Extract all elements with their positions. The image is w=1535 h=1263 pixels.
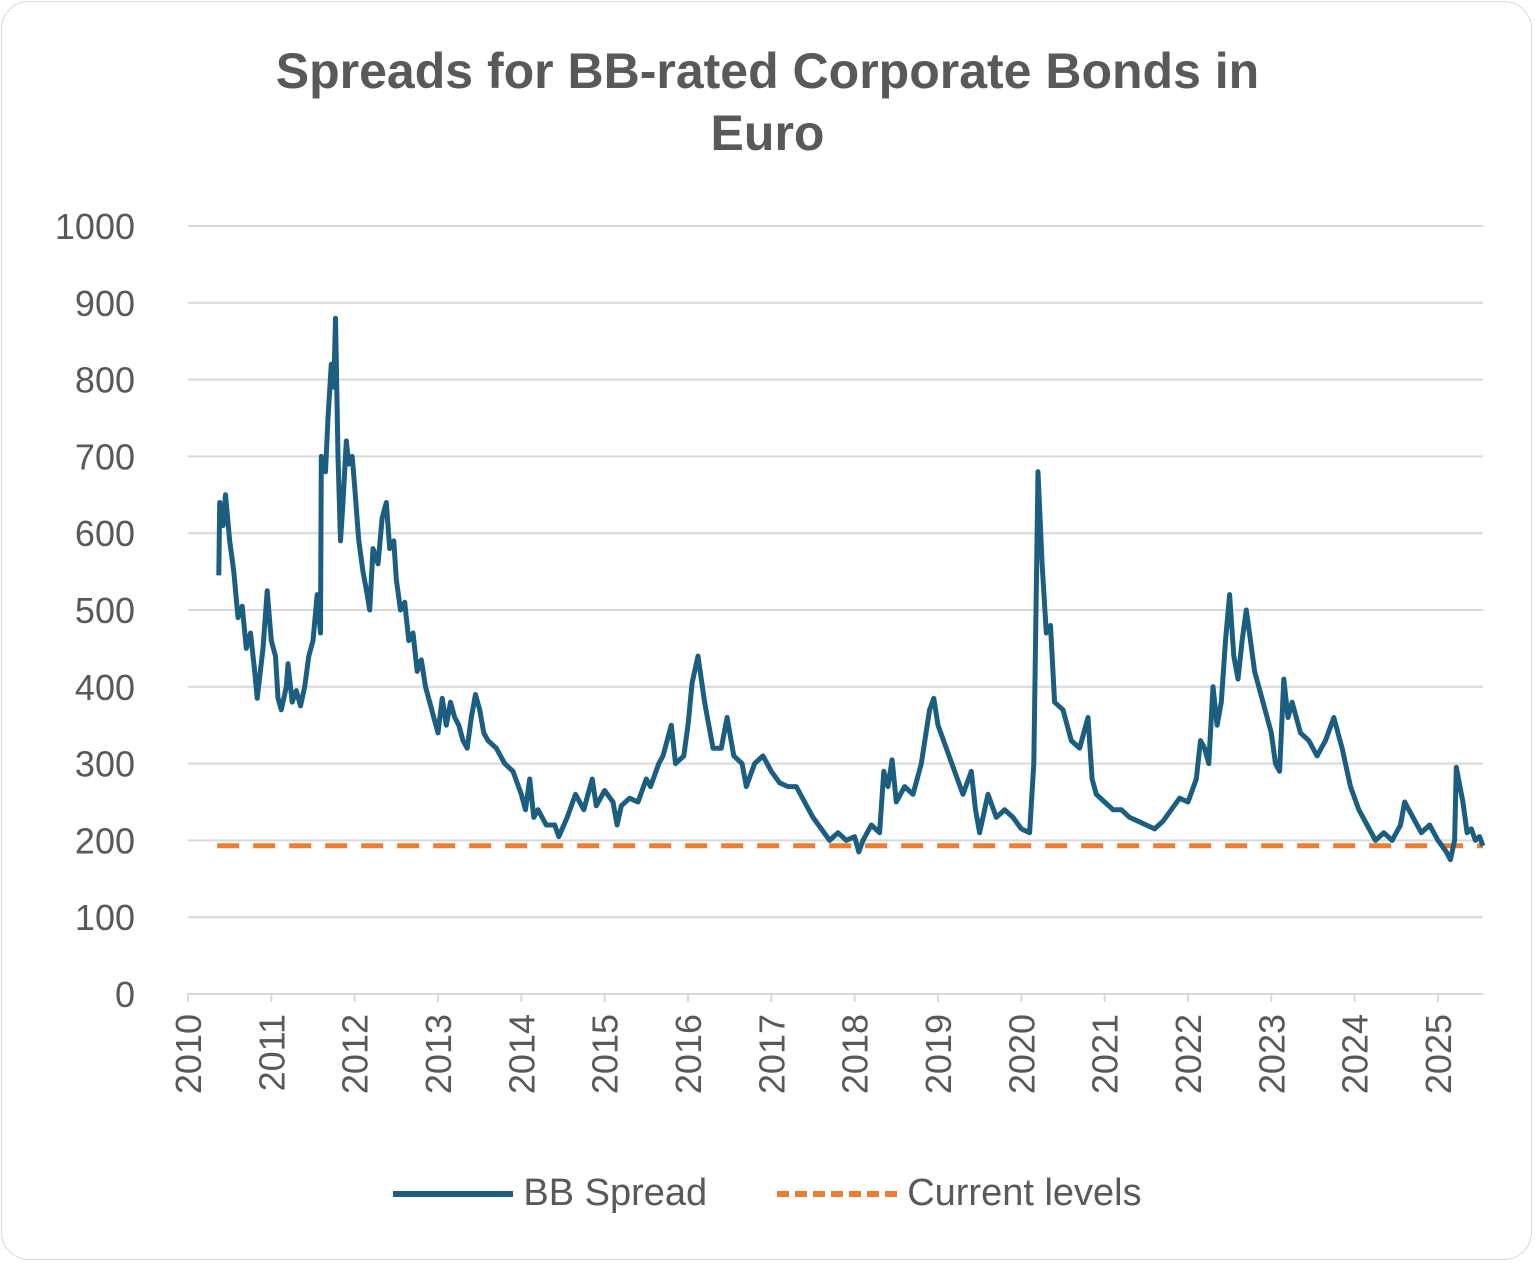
y-tick-label: 200 — [75, 820, 135, 861]
x-tick-label: 2022 — [1168, 1014, 1209, 1094]
chart-title-line-1: Spreads for BB-rated Corporate Bonds in — [275, 43, 1260, 99]
x-tick-label: 2015 — [585, 1014, 626, 1094]
y-tick-label: 700 — [75, 436, 135, 477]
x-tick-label: 2012 — [335, 1014, 376, 1094]
y-tick-label: 100 — [75, 897, 135, 938]
legend: BB Spread Current levels — [0, 1172, 1535, 1215]
x-tick-label: 2013 — [418, 1014, 459, 1094]
y-tick-label: 300 — [75, 744, 135, 785]
x-tick-label: 2018 — [835, 1014, 876, 1094]
x-tick-label: 2023 — [1251, 1014, 1292, 1094]
y-tick-label: 400 — [75, 667, 135, 708]
x-tick-label: 2010 — [168, 1014, 209, 1094]
x-tick-label: 2021 — [1085, 1014, 1126, 1094]
x-tick-label: 2019 — [918, 1014, 959, 1094]
chart-title-line-2: Euro — [710, 105, 825, 161]
legend-label-bb-spread: BB Spread — [523, 1172, 708, 1214]
y-tick-label: 800 — [75, 360, 135, 401]
x-tick-label: 2016 — [668, 1014, 709, 1094]
legend-item-bb-spread: BB Spread — [393, 1172, 707, 1215]
x-tick-label: 2020 — [1001, 1014, 1042, 1094]
x-tick-label: 2024 — [1335, 1014, 1376, 1094]
legend-item-current-levels: Current levels — [777, 1172, 1142, 1215]
x-tick-label: 2011 — [251, 1014, 292, 1091]
y-tick-label: 1000 — [55, 206, 135, 247]
y-tick-label: 500 — [75, 590, 135, 631]
y-tick-label: 0 — [115, 974, 135, 1015]
bb-spread-line — [216, 315, 1486, 863]
legend-swatch-dashed — [777, 1190, 898, 1197]
chart-title: Spreads for BB-rated Corporate Bonds in … — [0, 40, 1535, 164]
x-tick-label: 2017 — [751, 1014, 792, 1094]
legend-swatch-solid — [393, 1190, 514, 1197]
x-tick-label: 2014 — [501, 1014, 542, 1094]
y-tick-label: 600 — [75, 513, 135, 554]
y-tick-label: 900 — [75, 283, 135, 324]
legend-label-current-levels: Current levels — [907, 1172, 1142, 1214]
x-tick-label: 2025 — [1418, 1014, 1459, 1094]
